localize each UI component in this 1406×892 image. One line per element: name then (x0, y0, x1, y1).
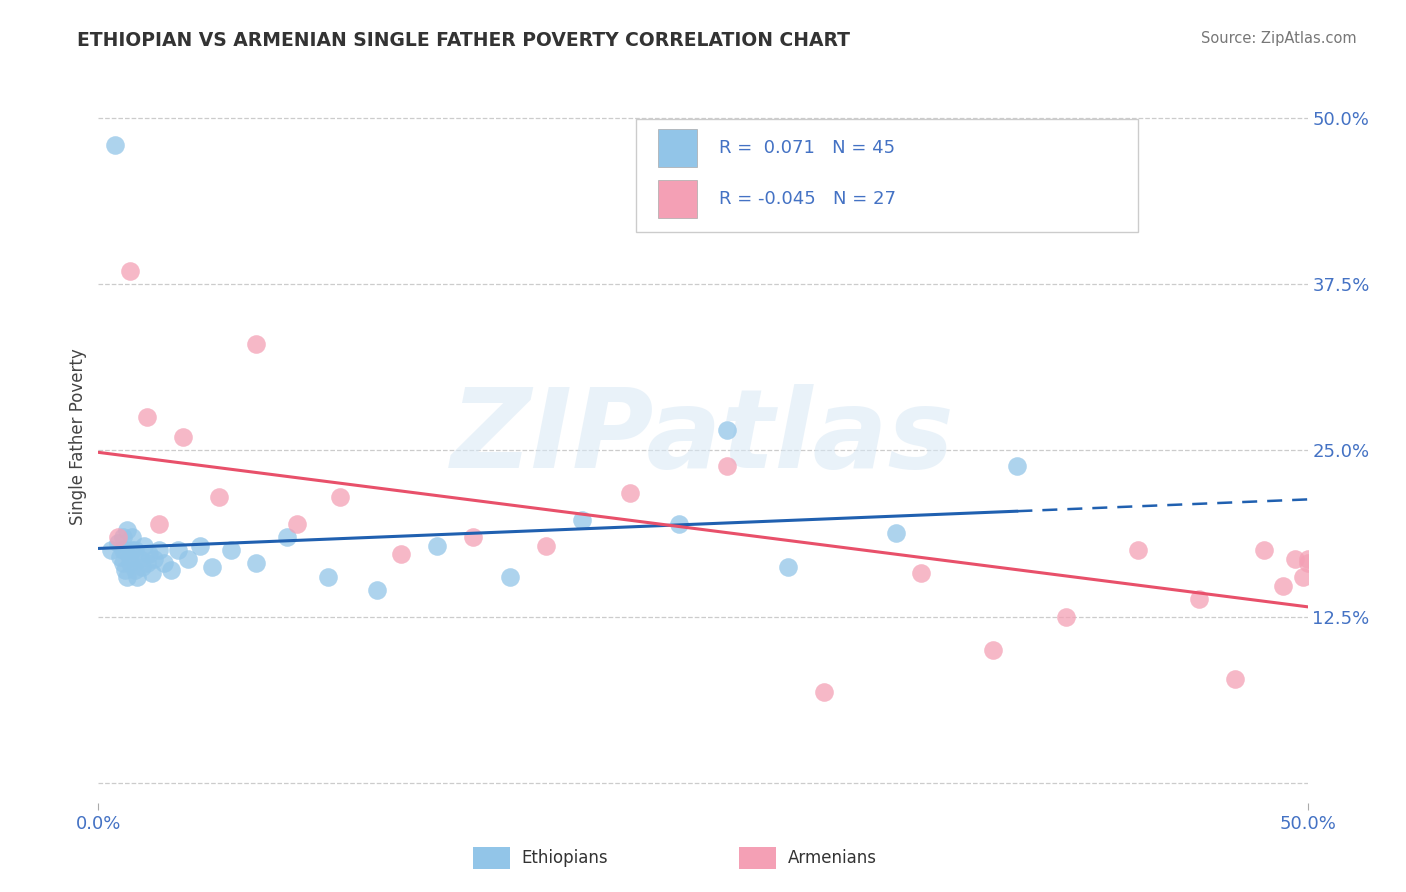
Point (114, 543, 136, 558)
Point (124, 543, 146, 558)
Point (316, 570, 339, 584)
Point (118, 557, 141, 571)
Point (111, 530, 134, 544)
Point (619, 486, 641, 500)
Point (1054, 609, 1077, 624)
Point (134, 539, 156, 553)
Point (285, 516, 308, 531)
Point (117, 570, 139, 584)
Point (104, 137, 127, 152)
Point (177, 552, 200, 566)
Point (426, 539, 449, 553)
Point (716, 459, 738, 474)
Point (160, 563, 183, 577)
Point (1128, 543, 1150, 558)
Point (121, 530, 143, 544)
Point (716, 424, 738, 438)
Point (111, 557, 134, 571)
Point (534, 539, 557, 553)
Point (107, 536, 129, 550)
Point (1296, 552, 1319, 566)
Point (135, 557, 157, 571)
Text: R = -0.045   N = 27: R = -0.045 N = 27 (718, 190, 896, 209)
Point (1296, 557, 1319, 571)
Point (1284, 552, 1306, 566)
Point (148, 543, 170, 558)
Point (114, 563, 136, 577)
Point (1272, 579, 1295, 593)
Point (813, 685, 835, 699)
Point (329, 490, 352, 504)
Point (118, 264, 141, 278)
Point (389, 547, 412, 561)
Text: ETHIOPIAN VS ARMENIAN SINGLE FATHER POVERTY CORRELATION CHART: ETHIOPIAN VS ARMENIAN SINGLE FATHER POVE… (77, 31, 851, 50)
Point (776, 560, 799, 574)
Point (221, 543, 243, 558)
Bar (740, 847, 776, 869)
Point (141, 566, 163, 580)
Point (245, 557, 267, 571)
Point (128, 552, 150, 566)
Bar (658, 180, 697, 219)
Y-axis label: Single Father Poverty: Single Father Poverty (69, 349, 87, 525)
Point (188, 539, 211, 553)
Point (117, 523, 139, 537)
Point (111, 543, 134, 558)
Point (981, 643, 1004, 657)
Point (208, 490, 231, 504)
Text: Ethiopians: Ethiopians (522, 848, 609, 867)
Point (167, 543, 190, 558)
Point (201, 560, 224, 574)
Point (1223, 672, 1246, 686)
Point (152, 557, 174, 571)
Point (131, 560, 153, 574)
Text: ZIPatlas: ZIPatlas (451, 384, 955, 491)
Point (1188, 592, 1211, 607)
Point (100, 543, 122, 558)
Bar (658, 129, 697, 167)
Point (107, 530, 129, 544)
Bar (474, 847, 509, 869)
Point (118, 549, 141, 564)
Point (498, 570, 520, 584)
Point (138, 547, 160, 561)
Point (910, 566, 932, 580)
Point (1007, 459, 1029, 474)
Point (1292, 570, 1315, 584)
Point (135, 410, 157, 425)
Point (108, 549, 131, 564)
Point (148, 516, 170, 531)
Point (143, 552, 166, 566)
Text: Source: ZipAtlas.com: Source: ZipAtlas.com (1201, 31, 1357, 46)
Point (886, 525, 908, 540)
Text: R =  0.071   N = 45: R = 0.071 N = 45 (718, 139, 894, 157)
Point (1253, 543, 1275, 558)
Point (172, 430, 194, 444)
Point (668, 516, 690, 531)
Point (124, 563, 146, 577)
Point (121, 543, 143, 558)
Point (571, 512, 593, 526)
Point (276, 530, 298, 544)
Point (127, 570, 149, 584)
Text: Armenians: Armenians (787, 848, 877, 867)
Point (366, 582, 388, 597)
Point (245, 337, 267, 351)
FancyBboxPatch shape (637, 119, 1139, 232)
Point (463, 530, 485, 544)
